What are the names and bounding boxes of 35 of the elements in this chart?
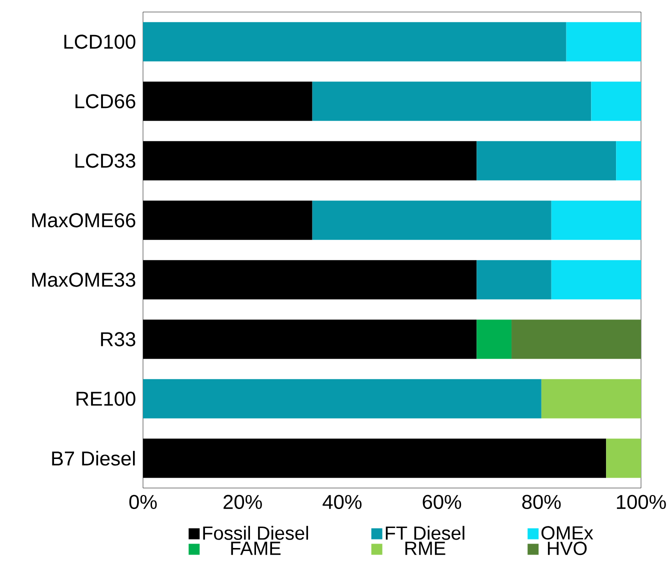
legend-label: OMEx [541, 526, 594, 540]
bar [312, 200, 552, 240]
bar [476, 260, 552, 300]
bar [551, 200, 642, 240]
bar [566, 22, 642, 62]
bar [476, 320, 512, 359]
legend-label: Fossil Diesel [203, 526, 308, 540]
legend-label: HVO [548, 542, 587, 556]
bar [143, 379, 542, 418]
legend-label: FAME [231, 542, 281, 555]
bar [476, 141, 616, 180]
y-tick-label: LCD33 [76, 154, 136, 168]
y-tick-label: B7 Diesel [52, 450, 135, 466]
x-tick-label: 20% [224, 494, 262, 510]
bar [606, 438, 642, 478]
y-tick-label: R33 [101, 332, 136, 346]
x-tick-label: 80% [522, 494, 561, 510]
legend-label: RME [405, 542, 446, 555]
bar [312, 82, 592, 121]
x-tick-label: 0% [129, 494, 157, 510]
bar [551, 260, 642, 300]
y-tick-label: LCD66 [76, 94, 136, 108]
bar [143, 22, 566, 62]
x-tick-label: 100% [616, 494, 666, 510]
legend-label: FT Diesel [386, 526, 464, 540]
y-tick-label: MaxOME33 [32, 272, 136, 287]
x-tick-label: 40% [322, 494, 362, 510]
bar [512, 320, 642, 359]
x-tick-label: 60% [422, 494, 462, 510]
y-tick-label: MaxOME66 [32, 213, 136, 228]
bar [616, 141, 642, 180]
bar [541, 379, 642, 418]
y-tick-label: RE100 [76, 392, 136, 406]
y-tick-label: LCD100 [64, 34, 136, 49]
bar [591, 82, 642, 121]
